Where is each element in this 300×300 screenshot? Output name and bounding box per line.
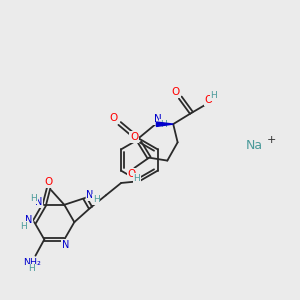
Text: O: O xyxy=(128,169,136,179)
Text: N: N xyxy=(154,114,162,124)
Text: N: N xyxy=(86,190,94,200)
Text: H: H xyxy=(93,195,99,204)
Text: N: N xyxy=(35,197,43,207)
Polygon shape xyxy=(156,122,173,126)
Text: H: H xyxy=(21,222,27,231)
Text: H: H xyxy=(31,194,38,203)
Text: N: N xyxy=(25,215,32,225)
Text: O: O xyxy=(130,132,139,142)
Text: NH₂: NH₂ xyxy=(23,258,41,267)
Text: H: H xyxy=(211,91,217,100)
Text: H: H xyxy=(28,264,35,273)
Text: O: O xyxy=(172,87,180,97)
Text: H: H xyxy=(133,174,140,183)
Text: N: N xyxy=(62,240,70,250)
Text: O: O xyxy=(204,95,213,105)
Text: +: + xyxy=(267,135,276,145)
Text: Na: Na xyxy=(246,139,263,152)
Text: O: O xyxy=(109,113,117,123)
Text: O: O xyxy=(45,177,53,187)
Text: H: H xyxy=(160,120,166,129)
